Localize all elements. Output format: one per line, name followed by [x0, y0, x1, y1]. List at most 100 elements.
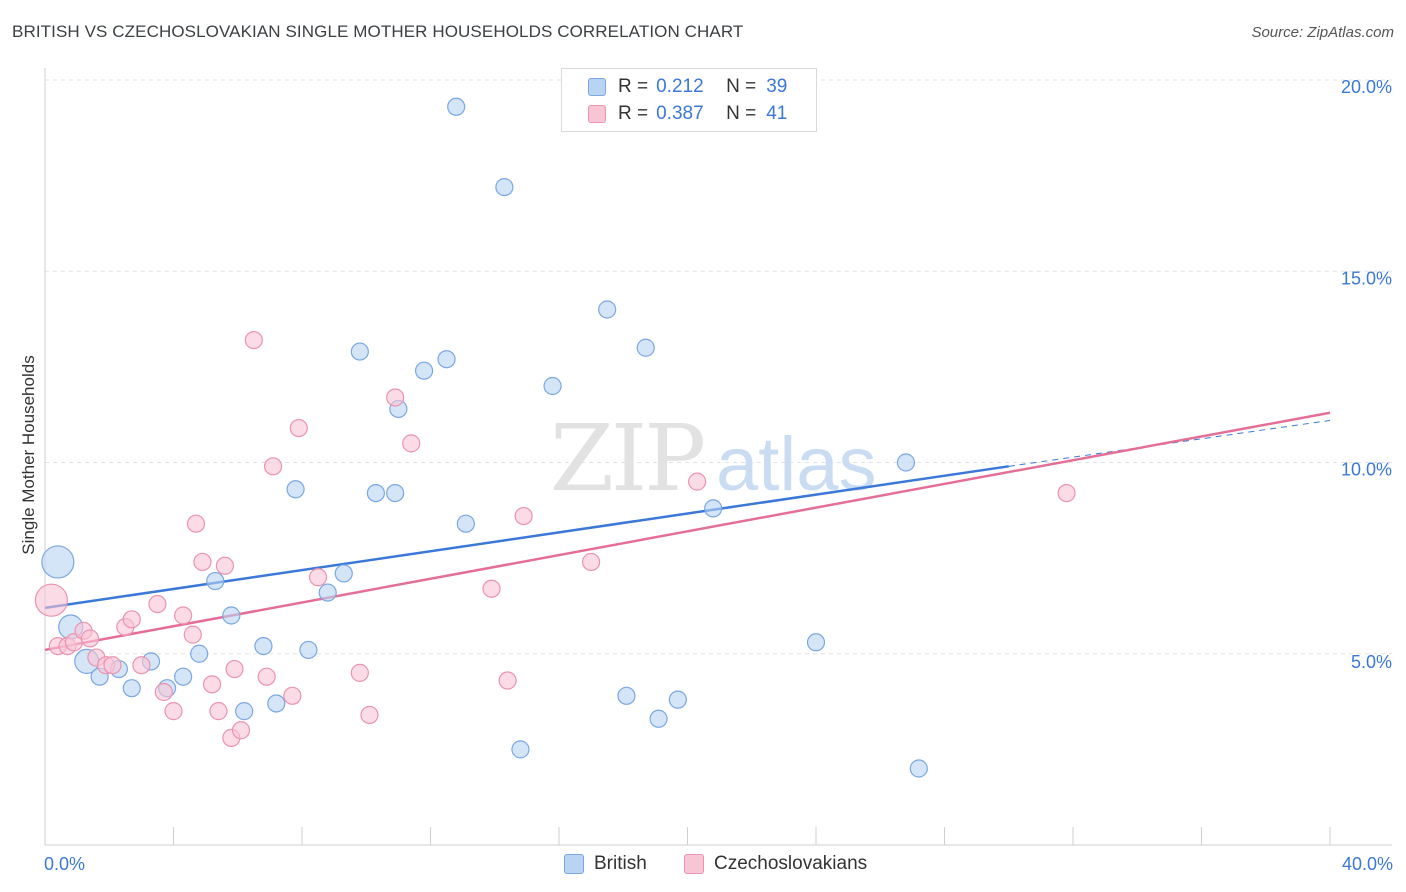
- british-point: [318, 583, 337, 602]
- british-point: [617, 686, 636, 705]
- czech-point: [183, 625, 202, 644]
- czech-point: [514, 506, 533, 526]
- british-point: [366, 484, 385, 503]
- watermark: ZIP atlas: [550, 405, 877, 512]
- czech-point: [103, 656, 122, 675]
- czech-trend-line: [44, 411, 1331, 652]
- czech-point: [154, 682, 173, 702]
- czech-point: [164, 702, 183, 721]
- czech-point: [402, 434, 421, 453]
- british-point: [41, 545, 75, 579]
- british-point: [206, 571, 225, 591]
- british-point: [267, 694, 286, 713]
- british-point: [598, 300, 617, 319]
- czech-point: [231, 721, 251, 740]
- british-point: [299, 640, 318, 660]
- czech-point: [80, 629, 100, 648]
- british-point: [235, 702, 254, 721]
- british-point: [909, 759, 928, 778]
- legend-item-british: British: [564, 852, 647, 876]
- british-point: [350, 342, 369, 361]
- czech-point: [360, 705, 379, 725]
- stats-legend: R = 0.212 N = 39 R = 0.387 N = 41: [561, 68, 817, 132]
- legend-row-czech: R = 0.387 N = 41: [588, 102, 787, 126]
- czech-point: [174, 606, 193, 625]
- czech-point: [225, 659, 244, 679]
- czech-point: [148, 594, 167, 614]
- british-point: [704, 499, 723, 518]
- british-point: [334, 564, 353, 583]
- czech-point: [209, 702, 228, 721]
- british-trend-line: [44, 465, 1009, 610]
- british-point: [511, 740, 530, 759]
- british-point: [190, 644, 209, 663]
- british-point: [668, 690, 687, 709]
- czech-swatch: [588, 105, 606, 123]
- czech-point: [482, 579, 501, 598]
- british-point: [649, 709, 668, 728]
- czech-point: [215, 556, 234, 575]
- british-point: [456, 514, 475, 533]
- watermark-zip: ZIP: [550, 405, 703, 512]
- x-tick-label: 0.0%: [44, 854, 85, 874]
- watermark-atlas: atlas: [716, 422, 877, 507]
- czech-point: [257, 667, 276, 686]
- british-point: [174, 667, 193, 686]
- czech-legend-label: Czechoslovakians: [714, 853, 868, 874]
- czech-point: [244, 331, 263, 350]
- british-point: [222, 606, 241, 625]
- czech-point: [283, 686, 302, 705]
- czech-point: [263, 457, 283, 476]
- british-point: [543, 376, 562, 396]
- british-point: [122, 679, 141, 698]
- british-r-value: 0.212: [656, 76, 704, 97]
- czech-legend-swatch: [684, 854, 704, 874]
- czech-r-value: 0.387: [656, 103, 704, 124]
- czech-point: [132, 656, 151, 675]
- czech-point: [202, 675, 222, 694]
- british-point: [447, 97, 466, 116]
- british-legend-swatch: [564, 854, 584, 874]
- czech-point: [386, 388, 405, 407]
- british-point: [414, 361, 434, 380]
- y-tick-label: 10.0%: [1341, 460, 1392, 480]
- czech-point: [582, 552, 601, 572]
- data-points: [34, 97, 1076, 778]
- czech-point: [289, 418, 308, 438]
- x-tick-label: 40.0%: [1342, 854, 1393, 874]
- czech-point: [1057, 484, 1076, 503]
- czech-r-label: R =: [618, 103, 649, 124]
- czech-point: [350, 663, 369, 682]
- british-n-value: 39: [766, 76, 788, 97]
- legend-row-british: R = 0.212 N = 39: [588, 75, 787, 99]
- british-point: [495, 178, 514, 197]
- czech-point: [688, 472, 707, 491]
- y-tick-label: 20.0%: [1341, 77, 1392, 97]
- czech-point: [122, 610, 141, 629]
- trend-lines: [44, 411, 1331, 652]
- legend-item-czech: Czechoslovakians: [684, 852, 867, 876]
- czech-point: [308, 568, 328, 587]
- source-label: Source: ZipAtlas.com: [1251, 24, 1394, 41]
- british-point: [286, 480, 305, 499]
- y-axis-title: Single Mother Households: [19, 355, 38, 555]
- czech-point: [34, 583, 69, 617]
- british-point: [636, 338, 655, 357]
- british-point: [896, 453, 916, 472]
- british-point: [386, 484, 405, 503]
- british-legend-label: British: [594, 853, 647, 874]
- british-swatch: [588, 78, 606, 96]
- czech-point: [498, 671, 517, 690]
- tick-labels: 5.0% 10.0% 15.0% 20.0% 0.0% 40.0%: [44, 77, 1393, 874]
- czech-n-label: N =: [726, 103, 757, 124]
- grid-lines: [45, 79, 1392, 655]
- british-point: [806, 633, 826, 652]
- y-tick-label: 5.0%: [1351, 652, 1392, 672]
- british-point: [254, 636, 273, 656]
- czech-point: [193, 552, 212, 572]
- british-r-label: R =: [618, 76, 649, 97]
- british-point: [437, 350, 456, 369]
- british-n-label: N =: [726, 76, 757, 97]
- chart-title: BRITISH VS CZECHOSLOVAKIAN SINGLE MOTHER…: [12, 22, 744, 41]
